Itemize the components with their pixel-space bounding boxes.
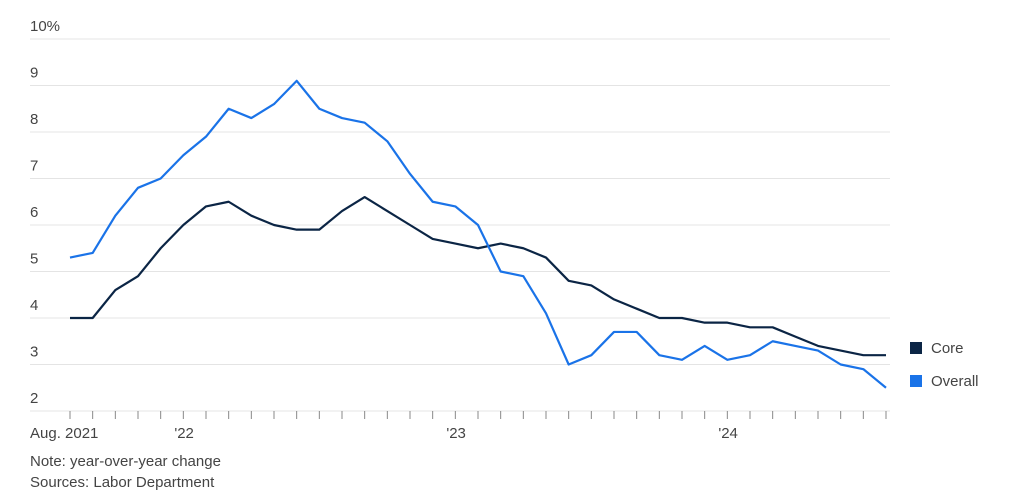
legend-swatch [910, 342, 922, 354]
x-tick-label: '22 [174, 425, 194, 442]
x-tick-label: '24 [718, 425, 738, 442]
y-tick-label: 2 [30, 390, 38, 407]
y-tick-label: 6 [30, 204, 38, 221]
y-tick-label: 9 [30, 65, 38, 82]
y-tick-label: 4 [30, 297, 38, 314]
x-tick-label: Aug. 2021 [30, 425, 98, 442]
y-tick-label: 7 [30, 158, 38, 175]
y-tick-label: 5 [30, 251, 38, 268]
y-tick-label: 8 [30, 111, 38, 128]
note: Sources: Labor Department [30, 474, 215, 490]
y-tick-label: 3 [30, 344, 38, 361]
legend-swatch [910, 375, 922, 387]
series-line [70, 196, 886, 357]
legend-label: Overall [931, 373, 979, 390]
legend-label: Core [931, 340, 964, 357]
note: Note: year-over-year change [30, 453, 221, 470]
series-line [69, 79, 887, 389]
x-tick-label: '23 [446, 425, 466, 442]
y-tick-label: 10% [30, 18, 60, 35]
